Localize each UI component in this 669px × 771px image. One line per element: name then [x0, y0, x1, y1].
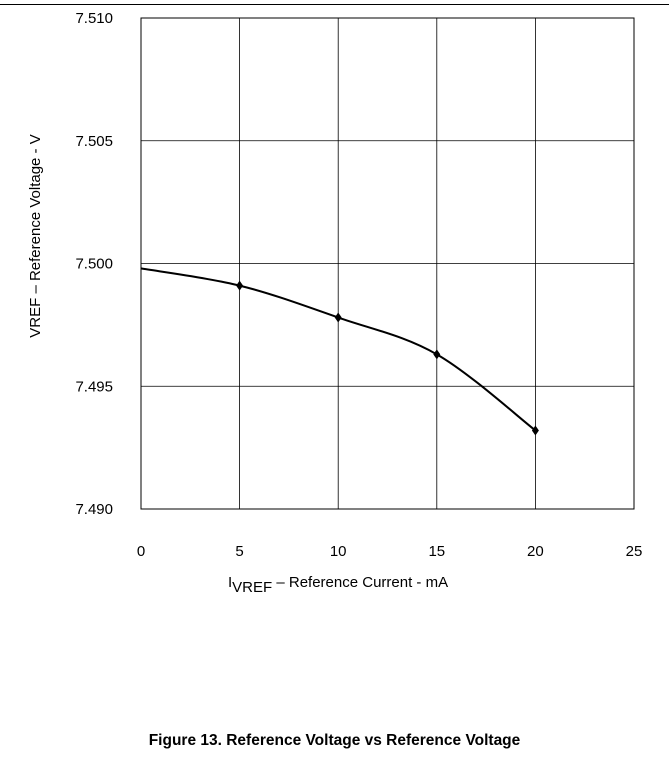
data-point-marker	[433, 349, 441, 360]
data-markers	[236, 280, 539, 436]
x-axis-label-prefix: I	[228, 574, 233, 591]
x-tick-labels: 0 5 10 15 20 25	[137, 543, 643, 560]
y-tick-label: 7.500	[75, 256, 113, 273]
data-point-marker	[334, 312, 342, 323]
y-axis-label: VREF – Reference Voltage - V	[27, 134, 44, 338]
x-tick-label: 5	[235, 543, 243, 560]
data-point-marker	[531, 425, 539, 436]
x-tick-label: 25	[626, 543, 643, 560]
x-axis-label: IVREF – Reference Current - mA	[228, 574, 449, 596]
figure-caption: Figure 13. Reference Voltage vs Referenc…	[148, 732, 521, 749]
grid	[140, 17, 635, 510]
x-axis-label-suffix: – Reference Current - mA	[272, 574, 449, 591]
y-tick-label: 7.490	[75, 501, 113, 518]
y-tick-label: 7.495	[75, 378, 113, 395]
x-axis-label-subscript: VREF	[232, 579, 273, 596]
y-tick-labels: 7.490 7.495 7.500 7.505 7.510	[75, 10, 113, 518]
data-point-marker	[236, 280, 244, 291]
x-tick-label: 10	[330, 543, 347, 560]
x-tick-label: 0	[137, 543, 145, 560]
x-tick-label: 15	[428, 543, 445, 560]
x-tick-label: 20	[527, 543, 544, 560]
top-rule	[0, 4, 669, 5]
y-tick-label: 7.510	[75, 10, 113, 27]
y-tick-label: 7.505	[75, 133, 113, 150]
plot-frame	[140, 17, 635, 510]
